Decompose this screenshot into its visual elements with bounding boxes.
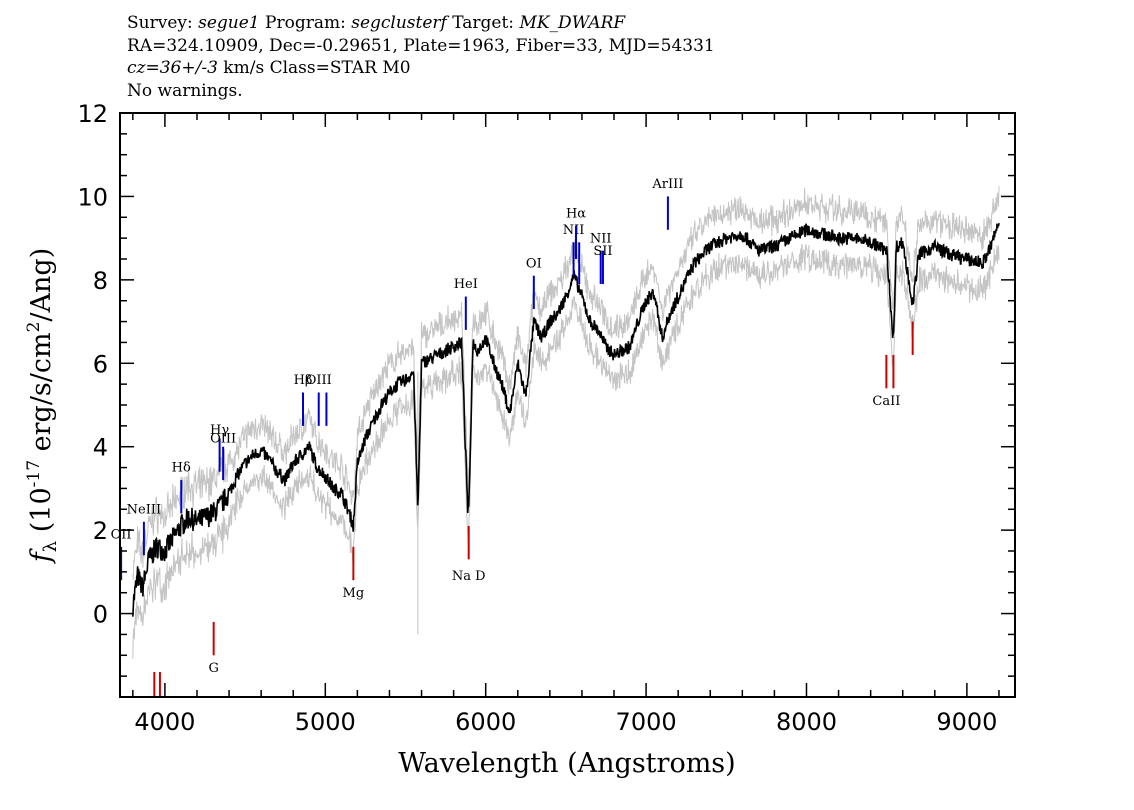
- x-tick-label: 7000: [616, 708, 677, 736]
- x-tick-label: 9000: [936, 708, 997, 736]
- line-label: NII: [590, 231, 612, 246]
- flux-error-upper: [132, 186, 1000, 580]
- x-tick-label: 8000: [776, 708, 837, 736]
- line-label: Hγ: [210, 423, 229, 438]
- y-tick-label: 0: [93, 601, 108, 629]
- y-tick-label: 2: [93, 517, 108, 545]
- header-line-1: Survey: segue1 Program: segclusterf Targ…: [127, 13, 626, 33]
- line-label: OII: [111, 527, 132, 542]
- program-value: segclusterf: [351, 13, 447, 33]
- y-tick-label: 6: [93, 350, 108, 378]
- redshift-value: cz=36+/-3: [127, 58, 218, 78]
- header-line-2: RA=324.10909, Dec=-0.29651, Plate=1963, …: [127, 35, 715, 56]
- header-line-4: No warnings.: [127, 80, 243, 101]
- line-label: Hβ: [294, 373, 313, 388]
- line-label: OIII: [306, 373, 332, 388]
- line-label: Hα: [566, 206, 586, 221]
- line-label: ArIII: [651, 177, 683, 192]
- survey-value: segue1: [198, 13, 260, 33]
- header-line-3: cz=36+/-3 km/s Class=STAR M0: [127, 58, 411, 78]
- line-label: G: [208, 661, 218, 676]
- axis-ticks: 4000 5000 6000 7000 8000 9000 0 2 4 6 8 10 12: [77, 100, 1015, 736]
- line-label: NII: [563, 223, 585, 238]
- line-label: HeI: [454, 277, 478, 292]
- line-label: SII: [593, 244, 612, 259]
- line-label: Hδ: [172, 461, 191, 476]
- x-axis-title: Wavelength (Angstroms): [398, 748, 735, 779]
- x-tick-label: 5000: [295, 708, 356, 736]
- flux-series: [132, 222, 1000, 617]
- y-tick-label: 12: [77, 100, 108, 128]
- y-tick-label: 10: [77, 183, 108, 211]
- x-tick-label: 4000: [134, 708, 195, 736]
- spectral-line-markers: OIINeIIIHδHγOIIIHβOIIIHeIOINIIHαNIISIIAr…: [111, 177, 914, 697]
- line-label: NeIII: [127, 502, 161, 517]
- line-label: Mg: [343, 586, 365, 601]
- line-label: OI: [526, 256, 542, 271]
- flux-line: [132, 222, 1000, 617]
- flux-error-lower: [132, 243, 1000, 659]
- y-tick-label: 8: [93, 267, 108, 295]
- target-value: MK_DWARF: [519, 13, 626, 33]
- line-label: Na D: [452, 569, 486, 584]
- flux-error-band: [132, 186, 1000, 659]
- y-axis-title: fλ (10-17 erg/s/cm2/Ang): [24, 248, 61, 564]
- line-label: OIII: [210, 432, 236, 447]
- line-label: CaII: [872, 394, 900, 409]
- spectrum-header: Survey: segue1 Program: segclusterf Targ…: [127, 12, 715, 102]
- x-tick-label: 6000: [455, 708, 516, 736]
- y-tick-label: 4: [93, 434, 108, 462]
